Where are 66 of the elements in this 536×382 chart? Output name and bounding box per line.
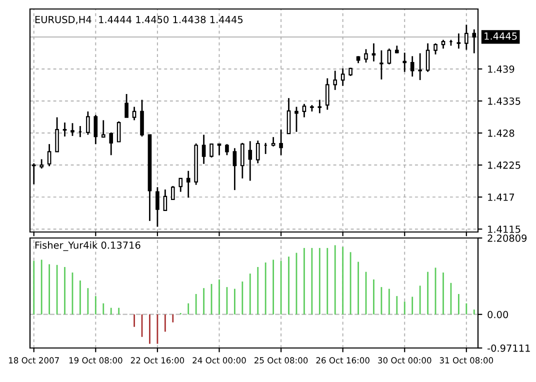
candlestick [380,50,384,80]
y-tick-label: 2.20809 [488,234,527,242]
candlestick [109,132,114,156]
y-tick-label: -0.97111 [488,344,530,352]
candlestick [240,142,244,180]
candlestick [40,158,44,170]
x-tick-label: 31 Oct 08:00 [440,357,494,364]
x-tick-label: 24 Oct 00:00 [192,357,246,364]
candlestick [217,142,222,156]
candlestick [156,186,160,228]
candlestick [418,52,422,81]
x-tick-label: 18 Oct 2007 [9,357,59,364]
candlestick [318,99,322,114]
candlestick [186,170,190,198]
candlestick [333,70,338,91]
candlestick [294,106,298,133]
candlestick [210,142,214,158]
y-tick-label: 1.428 [488,129,514,137]
y-tick-label: 1.4335 [488,97,520,105]
candlestick [402,52,407,73]
candlestick [364,48,368,64]
y-tick-label: 1.4225 [488,162,520,169]
candlestick [116,120,121,142]
candlestick [170,185,175,200]
candlestick [86,110,90,136]
candlestick [248,140,252,182]
candlestick [279,128,283,156]
ref-line-label: 1.4445 [484,32,517,40]
text: EURUSD,H4 1.4444 1.4450 1.4438 1.4445 [35,16,243,24]
candlestick [62,122,67,138]
y-tick-label: 1.4115 [488,226,520,233]
candlestick [140,99,144,138]
x-tick-label: 26 Oct 16:00 [316,357,370,364]
candlestick [325,78,330,110]
candlestick [302,103,306,118]
x-tick-label: 30 Oct 00:00 [378,357,432,364]
candlestick [387,48,392,66]
candlestick [464,24,468,50]
candlestick [124,93,128,118]
candlestick [55,116,59,152]
candlestick [410,55,414,78]
candlestick [372,42,376,62]
candlestick [163,188,168,212]
x-tick-label: 25 Oct 08:00 [254,357,308,364]
candlestick [256,140,260,164]
candlestick [232,147,237,191]
x-tick-label: 19 Oct 08:00 [69,357,122,364]
x-tick-label: 22 Oct 16:00 [130,357,184,364]
candlestick [426,42,430,73]
candlestick [101,120,106,138]
candlestick [271,136,276,148]
candlestick [434,42,438,56]
candlestick [132,106,136,121]
y-tick-label: 1.417 [488,194,514,201]
chart-title: Fisher_Yur4ik 0.13716 [35,241,140,251]
candlestick [225,143,229,156]
candlestick [70,122,74,137]
candlestick [94,114,98,145]
candlestick [47,143,52,167]
candlestick [456,32,461,50]
candlestick [202,134,206,165]
y-tick-label: 0.00 [488,310,508,318]
candlestick [340,68,345,87]
candlestick [178,178,183,193]
candlestick [286,97,291,134]
y-tick-label: 1.439 [488,65,514,73]
